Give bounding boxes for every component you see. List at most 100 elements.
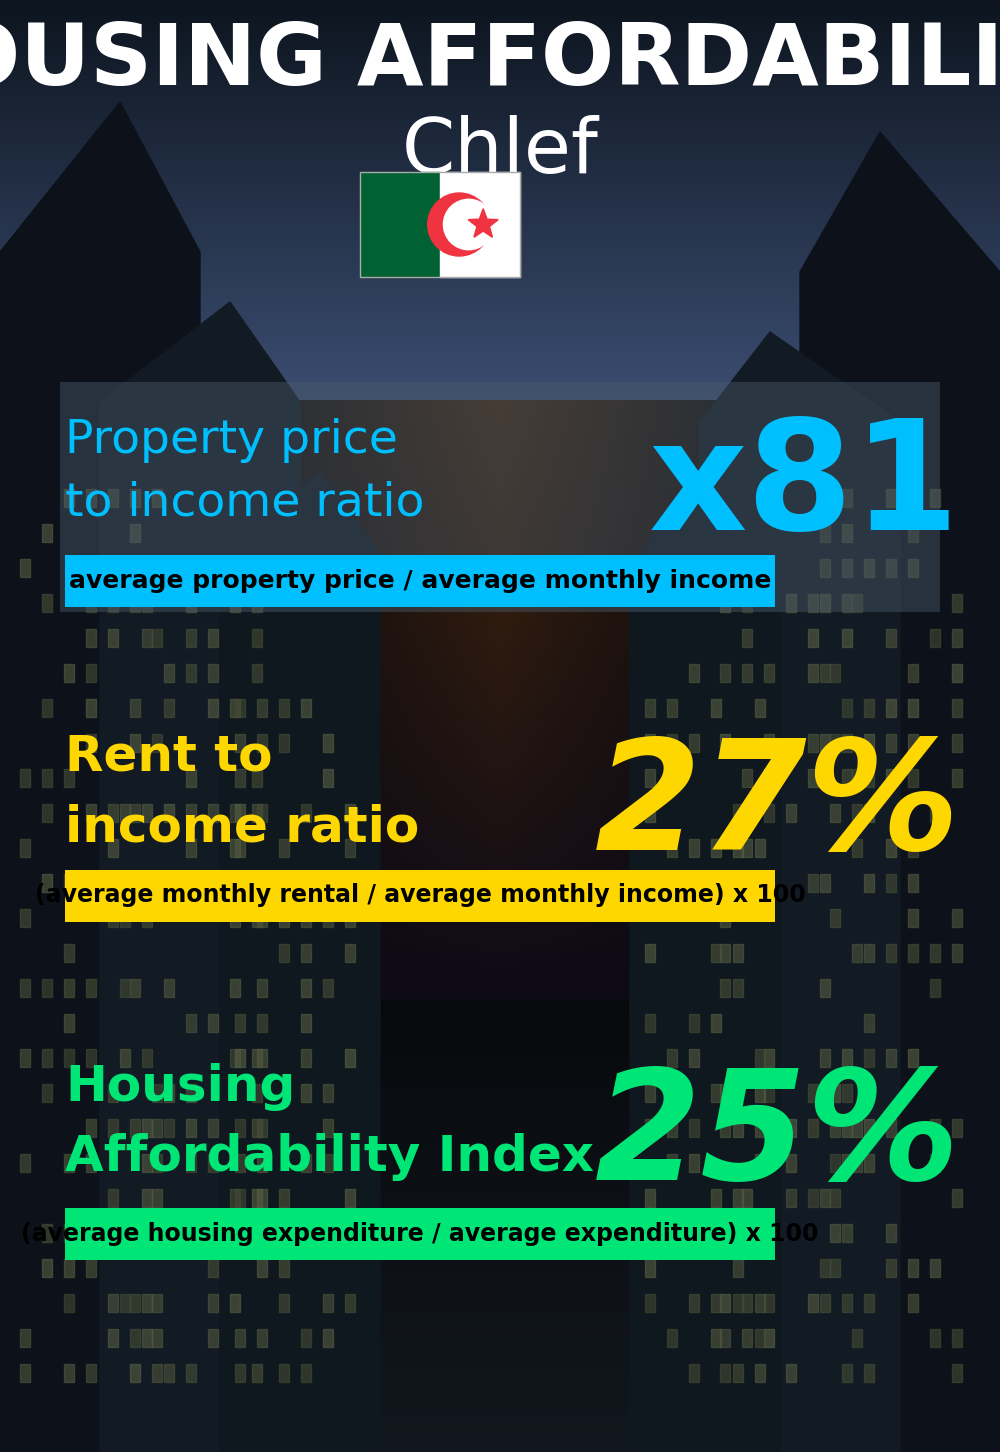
Bar (842, 1085, 852, 1102)
Bar (711, 839, 721, 857)
Bar (64, 1294, 74, 1313)
Bar (808, 770, 818, 787)
Bar (755, 1048, 765, 1067)
Bar (842, 629, 852, 648)
Bar (689, 1154, 699, 1172)
Bar (186, 804, 196, 822)
Bar (886, 1224, 896, 1241)
Bar (345, 1224, 355, 1241)
Bar (186, 839, 196, 857)
Bar (186, 1119, 196, 1137)
Bar (42, 1224, 52, 1241)
Bar (842, 559, 852, 576)
Bar (689, 1048, 699, 1067)
Bar (323, 1294, 333, 1313)
Bar (720, 979, 730, 998)
Bar (257, 1154, 267, 1172)
Bar (689, 839, 699, 857)
Bar (257, 979, 267, 998)
Bar (186, 664, 196, 682)
Bar (720, 1085, 730, 1102)
Bar (908, 664, 918, 682)
Bar (152, 1085, 162, 1102)
Bar (864, 874, 874, 892)
Bar (764, 735, 774, 752)
Bar (186, 559, 196, 576)
Bar (65, 555, 775, 607)
Text: (average monthly rental / average monthly income) x 100: (average monthly rental / average monthl… (35, 883, 805, 908)
Bar (208, 664, 218, 682)
Bar (130, 559, 140, 576)
Bar (852, 770, 862, 787)
Bar (786, 594, 796, 611)
Bar (842, 770, 852, 787)
Bar (64, 979, 74, 998)
Bar (908, 839, 918, 857)
Bar (645, 698, 655, 717)
Bar (42, 804, 52, 822)
Bar (830, 1189, 840, 1207)
Bar (279, 909, 289, 926)
Bar (108, 1119, 118, 1137)
Bar (689, 664, 699, 682)
Bar (864, 1294, 874, 1313)
Bar (252, 804, 262, 822)
Bar (164, 698, 174, 717)
Bar (130, 1294, 140, 1313)
Bar (886, 874, 896, 892)
Bar (208, 874, 218, 892)
Bar (130, 979, 140, 998)
Bar (711, 1189, 721, 1207)
Bar (323, 770, 333, 787)
Bar (252, 1085, 262, 1102)
Bar (345, 804, 355, 822)
Bar (689, 1294, 699, 1313)
Bar (108, 1294, 118, 1313)
Polygon shape (468, 209, 498, 237)
Bar (733, 1224, 743, 1241)
Bar (808, 629, 818, 648)
Text: Property price
to income ratio: Property price to income ratio (65, 418, 424, 526)
Bar (820, 1259, 830, 1276)
Bar (864, 1154, 874, 1172)
Bar (208, 1294, 218, 1313)
Bar (842, 1363, 852, 1382)
Bar (808, 1294, 818, 1313)
Bar (930, 979, 940, 998)
Bar (830, 664, 840, 682)
Bar (952, 698, 962, 717)
Text: (average housing expenditure / average expenditure) x 100: (average housing expenditure / average e… (21, 1223, 819, 1246)
Bar (257, 1189, 267, 1207)
Bar (842, 1119, 852, 1137)
Bar (764, 664, 774, 682)
Bar (742, 804, 752, 822)
Bar (323, 1085, 333, 1102)
Bar (279, 944, 289, 963)
Bar (120, 1224, 130, 1241)
Text: 25%: 25% (594, 1063, 960, 1211)
Bar (689, 1363, 699, 1382)
Bar (360, 171, 520, 277)
Bar (152, 735, 162, 752)
Bar (142, 594, 152, 611)
Bar (301, 979, 311, 998)
Bar (930, 1329, 940, 1347)
Bar (279, 1363, 289, 1382)
Bar (952, 944, 962, 963)
Bar (86, 698, 96, 717)
Bar (733, 979, 743, 998)
Bar (86, 1119, 96, 1137)
Bar (86, 979, 96, 998)
Bar (86, 735, 96, 752)
Bar (742, 839, 752, 857)
Bar (208, 1154, 218, 1172)
Polygon shape (0, 102, 200, 1452)
Bar (908, 874, 918, 892)
Bar (808, 1085, 818, 1102)
Bar (808, 1119, 818, 1137)
Bar (86, 1363, 96, 1382)
Bar (235, 1189, 245, 1207)
Bar (235, 1119, 245, 1137)
Bar (742, 664, 752, 682)
Bar (120, 1294, 130, 1313)
